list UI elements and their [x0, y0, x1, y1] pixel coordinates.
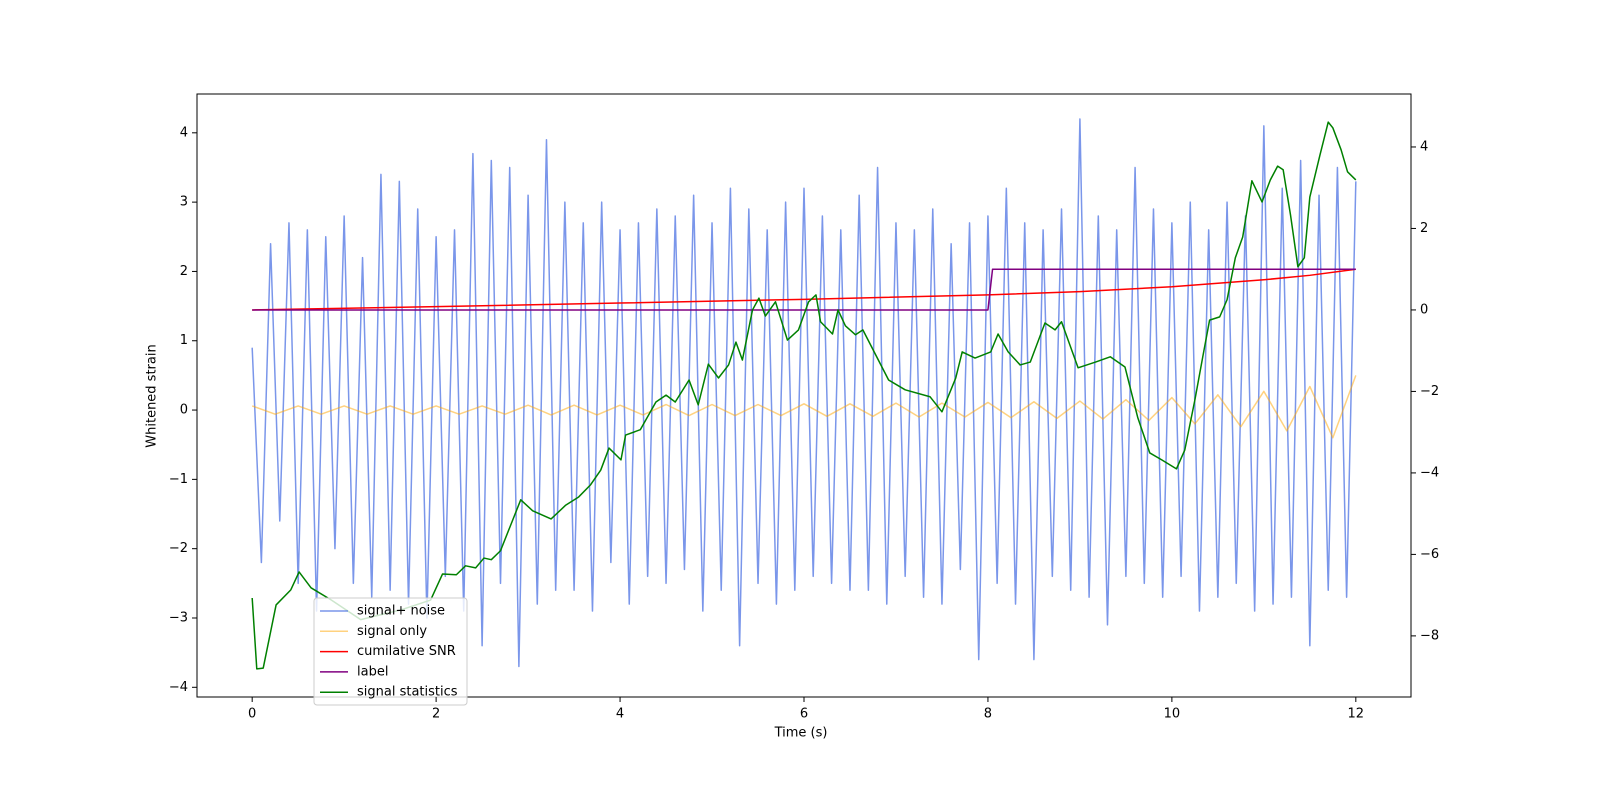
x-tick-label: 12	[1348, 707, 1365, 722]
legend-label: signal only	[357, 624, 427, 639]
y-tick-label: −2	[169, 541, 188, 556]
y2-tick-label: −8	[1420, 628, 1439, 643]
legend-label: cumilative SNR	[357, 644, 456, 659]
y2-tick-label: 2	[1420, 221, 1428, 236]
x-axis-label: Time (s)	[774, 726, 828, 741]
y-tick-label: 0	[180, 403, 188, 418]
y-tick-label: −1	[169, 472, 188, 487]
y-axis-label: Whitened strain	[145, 344, 160, 447]
x-tick-label: 4	[616, 707, 624, 722]
x-tick-label: 10	[1164, 707, 1181, 722]
x-tick-label: 6	[800, 707, 808, 722]
y-tick-label: 1	[180, 333, 188, 348]
legend-label: signal+ noise	[357, 604, 445, 619]
x-tick-label: 2	[432, 707, 440, 722]
legend-label: label	[357, 664, 388, 679]
legend-box	[313, 597, 468, 706]
legend-label: signal statistics	[357, 685, 458, 700]
legend: signal+ noise signal only cumilative SNR la…	[313, 597, 468, 706]
series-line	[251, 375, 1357, 439]
y-tick-label: 4	[180, 125, 188, 140]
series-line	[251, 121, 1357, 670]
series-line	[251, 118, 1357, 668]
series-line	[252, 268, 1356, 311]
y-tick-label: 2	[180, 264, 188, 279]
y-tick-label: −4	[169, 680, 188, 695]
x-tick-label: 8	[984, 707, 992, 722]
y2-tick-label: −6	[1420, 547, 1439, 562]
y2-tick-label: 4	[1420, 139, 1428, 154]
plot-area	[251, 118, 1357, 670]
y-tick-label: 3	[180, 195, 188, 210]
y2-tick-label: −4	[1420, 465, 1439, 480]
y2-tick-label: 0	[1420, 302, 1428, 317]
y2-tick-label: −2	[1420, 384, 1439, 399]
series-line	[252, 268, 1356, 311]
y-tick-label: −3	[169, 610, 188, 625]
x-tick-label: 0	[248, 707, 256, 722]
